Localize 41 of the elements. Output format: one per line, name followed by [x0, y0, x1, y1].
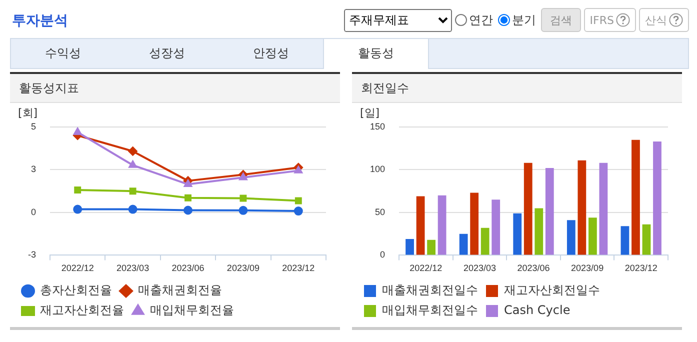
text: 주재무제표 [344, 8, 452, 32]
chart-title: 활동성지표 [10, 74, 340, 103]
x-tick-label: 2023/06 [517, 263, 550, 274]
text: 검색 [550, 12, 572, 28]
x-tick-label: 2023/09 [571, 263, 604, 274]
text: 투자분석 [12, 12, 68, 30]
legend-label: Cash Cycle [504, 303, 570, 318]
y-tick-label: -3 [28, 250, 36, 260]
x-tick-label: 2023/09 [226, 263, 260, 274]
x-tick-label: 2023/03 [463, 263, 496, 274]
text: 수익성 [44, 45, 82, 62]
text: 산식 [645, 12, 667, 28]
y-tick-label: 50 [375, 206, 386, 217]
legend-label: 매출채권회전율 [138, 283, 222, 298]
legend-label: 매입채무회전율 [150, 303, 234, 318]
y-axis-title: [회] [18, 106, 38, 120]
text: 성장성 [148, 45, 186, 62]
text: 분기 [510, 12, 536, 28]
legend-label: 재고자산회전일수 [504, 283, 600, 298]
legend-label: 매출채권회전일수 [382, 283, 478, 298]
x-tick-label: 2023/12 [282, 263, 315, 274]
chart-title: 회전일수 [352, 74, 682, 103]
y-tick-label: 5 [30, 121, 36, 132]
y-tick-label: 150 [370, 121, 386, 132]
y-tick-label: 100 [370, 164, 386, 174]
text: 안정성 [252, 45, 290, 62]
y-tick-label: 0 [380, 250, 386, 260]
y-axis-title: [일] [360, 106, 380, 120]
legend-label: 총자산회전율 [40, 283, 112, 298]
x-tick-label: 2022/12 [410, 263, 442, 274]
x-tick-label: 2022/12 [61, 263, 94, 274]
text: 연간 [468, 12, 493, 28]
x-tick-label: 2023/06 [172, 263, 204, 274]
text: 활동성 [323, 38, 429, 69]
y-tick-label: 0 [30, 206, 36, 217]
legend-label: 매입채무회전일수 [382, 303, 478, 318]
x-tick-label: 2023/03 [116, 263, 150, 274]
x-tick-label: 2023/12 [624, 263, 658, 274]
text: IFRS [590, 14, 614, 26]
y-tick-label: 3 [30, 164, 36, 174]
legend-label: 재고자산회전율 [40, 303, 124, 318]
